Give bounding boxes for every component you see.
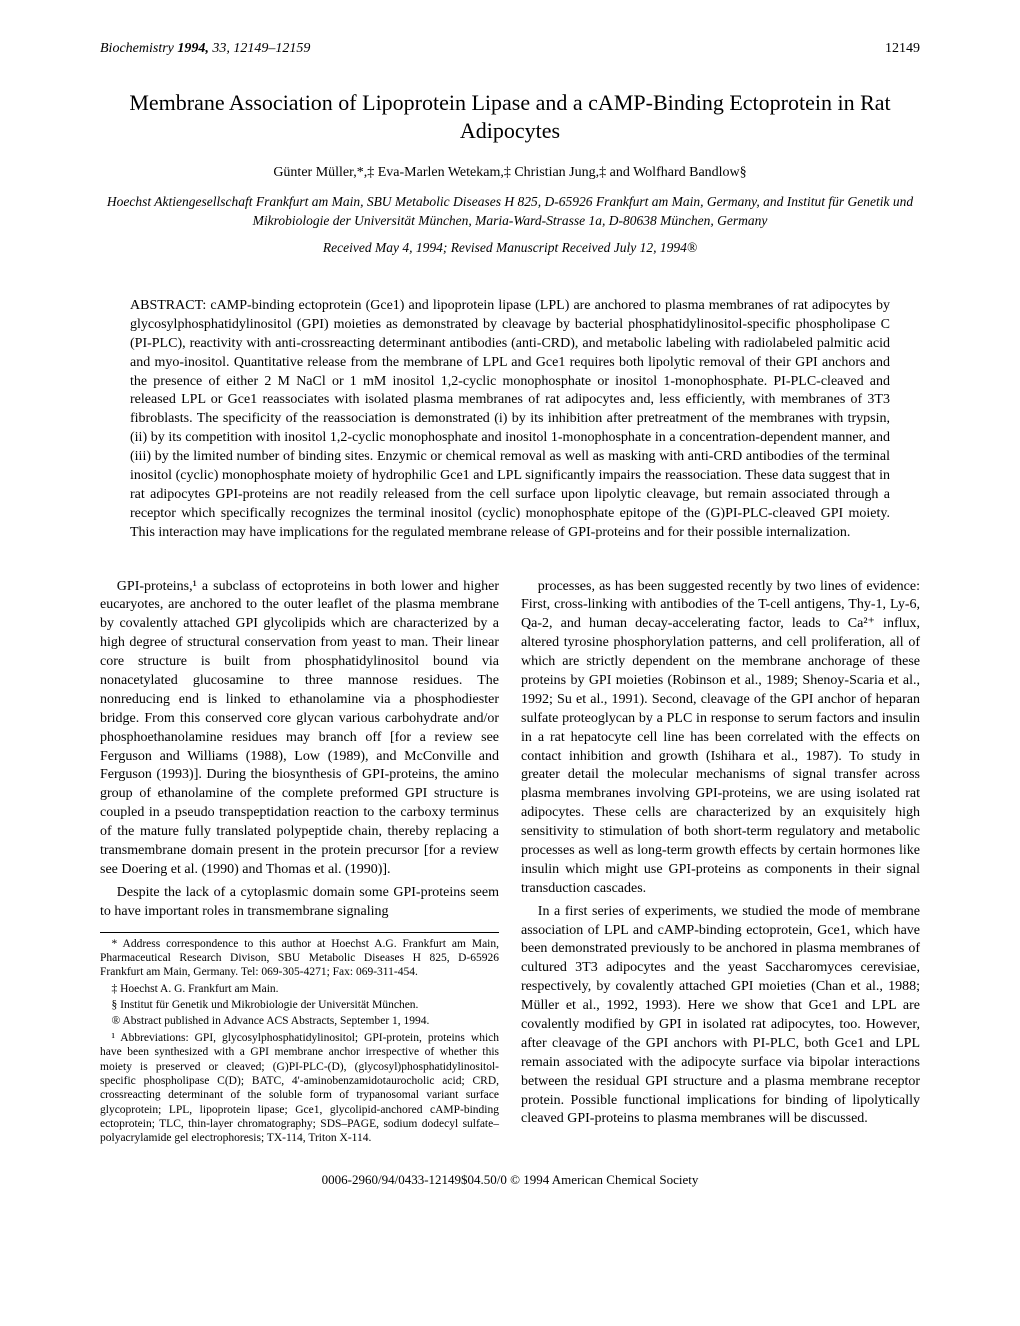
running-header: Biochemistry 1994, 33, 12149–12159 12149 xyxy=(100,40,920,59)
body-p2: Despite the lack of a cytoplasmic domain… xyxy=(100,884,499,922)
page-number: 12149 xyxy=(885,40,920,59)
body-columns: GPI-proteins,¹ a subclass of ectoprotein… xyxy=(100,578,920,1146)
abstract-label: ABSTRACT: xyxy=(130,298,210,313)
journal-name: Biochemistry xyxy=(100,41,174,56)
abstract: ABSTRACT: cAMP-binding ectoprotein (Gce1… xyxy=(130,297,890,543)
article-title: Membrane Association of Lipoprotein Lipa… xyxy=(100,89,920,146)
body-p1: GPI-proteins,¹ a subclass of ectoprotein… xyxy=(100,578,499,880)
footnote-abbrev: ¹ Abbreviations: GPI, glycosylphosphatid… xyxy=(100,1031,499,1146)
body-p4: In a first series of experiments, we stu… xyxy=(521,903,920,1130)
affiliations: Hoechst Aktiengesellschaft Frankfurt am … xyxy=(100,193,920,231)
received-line: Received May 4, 1994; Revised Manuscript… xyxy=(100,239,920,257)
body-p3: processes, as has been suggested recentl… xyxy=(521,578,920,899)
footnote-aff2: § Institut für Genetik und Mikrobiologie… xyxy=(100,998,499,1012)
footnote-correspondence: * Address correspondence to this author … xyxy=(100,937,499,980)
journal-year: 1994, xyxy=(177,41,209,56)
copyright-line: 0006-2960/94/0433-12149$04.50/0 © 1994 A… xyxy=(100,1171,920,1189)
footnote-aff1: ‡ Hoechst A. G. Frankfurt am Main. xyxy=(100,982,499,996)
abstract-text: cAMP-binding ectoprotein (Gce1) and lipo… xyxy=(130,298,890,540)
authors: Günter Müller,*,‡ Eva-Marlen Wetekam,‡ C… xyxy=(100,164,920,183)
journal-ref: Biochemistry 1994, 33, 12149–12159 xyxy=(100,40,310,59)
footnote-advance: ® Abstract published in Advance ACS Abst… xyxy=(100,1014,499,1028)
vol-pages: 33, 12149–12159 xyxy=(212,41,310,56)
footnotes: * Address correspondence to this author … xyxy=(100,932,499,1146)
